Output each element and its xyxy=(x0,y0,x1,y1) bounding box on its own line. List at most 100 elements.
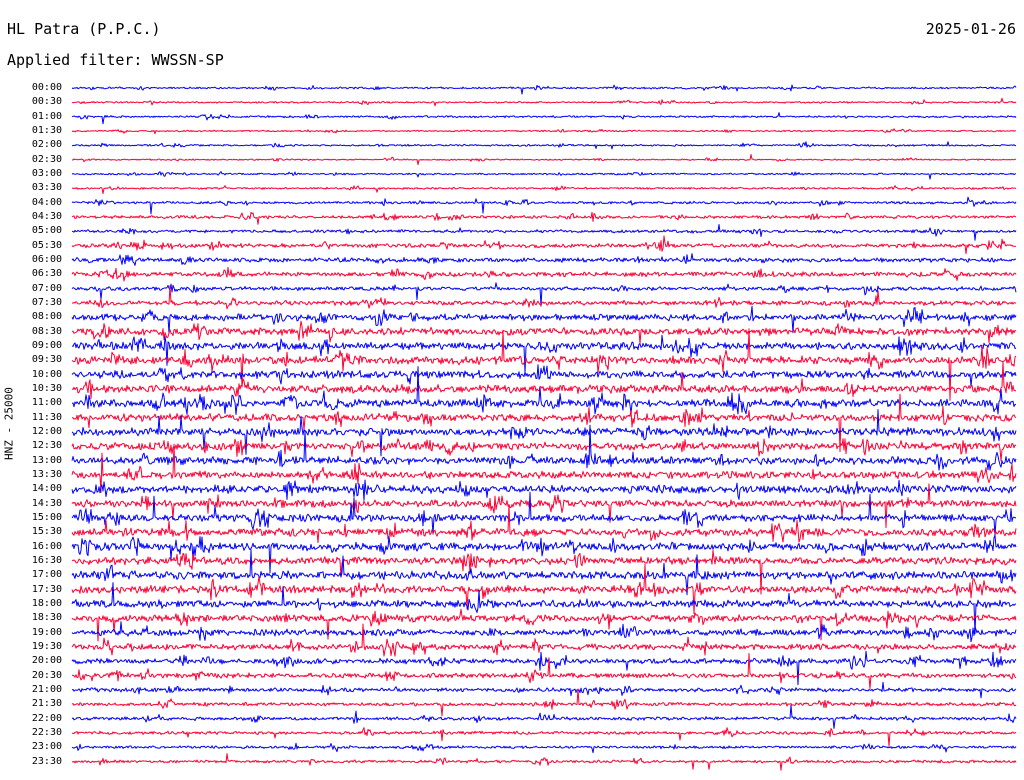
seismic-trace xyxy=(71,320,1017,345)
time-label: 11:00 xyxy=(31,397,62,409)
seismic-trace xyxy=(71,334,1017,374)
time-label: 01:30 xyxy=(31,124,62,136)
time-label: 00:30 xyxy=(31,96,62,108)
seismic-trace xyxy=(71,141,1017,150)
time-label: 13:00 xyxy=(31,454,62,466)
seismic-trace xyxy=(71,704,1017,729)
time-label: 08:30 xyxy=(31,325,62,337)
seismic-trace xyxy=(71,549,1017,595)
seismic-trace xyxy=(71,443,1017,493)
seismic-trace xyxy=(71,97,1017,107)
time-label: 19:30 xyxy=(31,640,62,652)
filter-caption: Applied filter: WWSSN-SP xyxy=(7,51,224,69)
time-label: 01:00 xyxy=(31,110,62,122)
seismic-trace xyxy=(71,479,1017,501)
time-label: 08:00 xyxy=(31,311,62,323)
seismic-trace xyxy=(71,650,1017,686)
seismic-trace xyxy=(71,282,1017,307)
seismic-trace xyxy=(71,364,1017,387)
seismic-trace xyxy=(71,328,1017,401)
seismic-trace xyxy=(71,235,1017,255)
time-label: 21:00 xyxy=(31,683,62,695)
time-label: 23:00 xyxy=(31,741,62,753)
time-label: 03:00 xyxy=(31,167,62,179)
seismic-trace xyxy=(71,623,1017,657)
seismic-trace xyxy=(71,305,1017,334)
seismic-trace xyxy=(71,681,1017,699)
time-label: 09:30 xyxy=(31,354,62,366)
seismic-trace xyxy=(71,653,1017,690)
time-label: 10:30 xyxy=(31,382,62,394)
time-label: 23:30 xyxy=(31,755,62,767)
seismic-trace xyxy=(71,727,1017,747)
seismic-trace xyxy=(71,128,1017,135)
time-label: 15:00 xyxy=(31,511,62,523)
time-label: 22:30 xyxy=(31,726,62,738)
time-label: 04:30 xyxy=(31,210,62,222)
seismic-trace xyxy=(71,253,1017,266)
time-label: 02:00 xyxy=(31,139,62,151)
seismic-trace xyxy=(71,266,1017,282)
plot-date: 2025-01-26 xyxy=(925,20,1016,38)
time-label: 18:00 xyxy=(31,597,62,609)
seismic-trace xyxy=(71,409,1017,457)
time-label: 06:00 xyxy=(31,253,62,265)
time-label: 11:30 xyxy=(31,411,62,423)
seismic-trace xyxy=(71,361,1017,399)
time-label: 20:00 xyxy=(31,655,62,667)
seismic-trace xyxy=(71,424,1017,471)
time-label: 21:30 xyxy=(31,698,62,710)
time-label: 12:30 xyxy=(31,440,62,452)
time-label: 20:30 xyxy=(31,669,62,681)
time-label: 06:30 xyxy=(31,268,62,280)
seismic-trace xyxy=(71,563,1017,614)
time-label: 02:30 xyxy=(31,153,62,165)
seismic-trace xyxy=(71,688,1017,717)
seismic-trace xyxy=(71,84,1017,95)
time-label: 09:00 xyxy=(31,339,62,351)
seismic-trace xyxy=(71,753,1017,771)
time-label: 10:00 xyxy=(31,368,62,380)
seismic-trace xyxy=(71,185,1017,195)
seismic-trace xyxy=(71,224,1017,241)
seismic-trace xyxy=(71,154,1016,166)
time-label: 17:30 xyxy=(31,583,62,595)
seismic-trace xyxy=(71,608,1017,642)
time-label: 18:30 xyxy=(31,612,62,624)
time-label: 05:00 xyxy=(31,225,62,237)
seismic-trace xyxy=(71,196,1017,215)
time-label: 16:30 xyxy=(31,554,62,566)
seismic-trace xyxy=(71,582,1017,635)
seismic-trace xyxy=(71,549,1017,596)
time-label: 14:00 xyxy=(31,483,62,495)
seismic-trace xyxy=(71,393,1017,453)
time-label: 00:00 xyxy=(31,82,62,93)
time-axis-labels: 00:00 00:30 01:00 01:30 02:00 02:30 03:00 03:30… xyxy=(0,0,70,780)
seismic-trace xyxy=(71,491,1017,536)
seismic-trace xyxy=(71,483,1017,529)
seismic-trace xyxy=(71,171,1017,180)
seismic-trace xyxy=(71,112,1017,125)
seismic-trace xyxy=(71,534,1017,574)
seismic-trace xyxy=(71,621,1017,643)
time-label: 03:30 xyxy=(31,182,62,194)
time-label: 19:00 xyxy=(31,626,62,638)
time-label: 07:00 xyxy=(31,282,62,294)
time-label: 22:00 xyxy=(31,712,62,724)
time-label: 16:00 xyxy=(31,540,62,552)
time-label: 15:30 xyxy=(31,526,62,538)
time-label: 12:00 xyxy=(31,425,62,437)
seismic-trace xyxy=(71,285,1017,310)
time-label: 17:00 xyxy=(31,569,62,581)
seismic-trace xyxy=(71,742,1017,754)
time-label: 04:00 xyxy=(31,196,62,208)
time-label: 07:30 xyxy=(31,296,62,308)
seismic-trace xyxy=(71,504,1017,544)
seismic-trace xyxy=(71,211,1017,225)
seismic-trace xyxy=(71,438,1017,462)
time-label: 13:30 xyxy=(31,468,62,480)
station-title: HL Patra (P.P.C.) xyxy=(7,20,161,38)
time-label: 14:30 xyxy=(31,497,62,509)
time-label: 05:30 xyxy=(31,239,62,251)
